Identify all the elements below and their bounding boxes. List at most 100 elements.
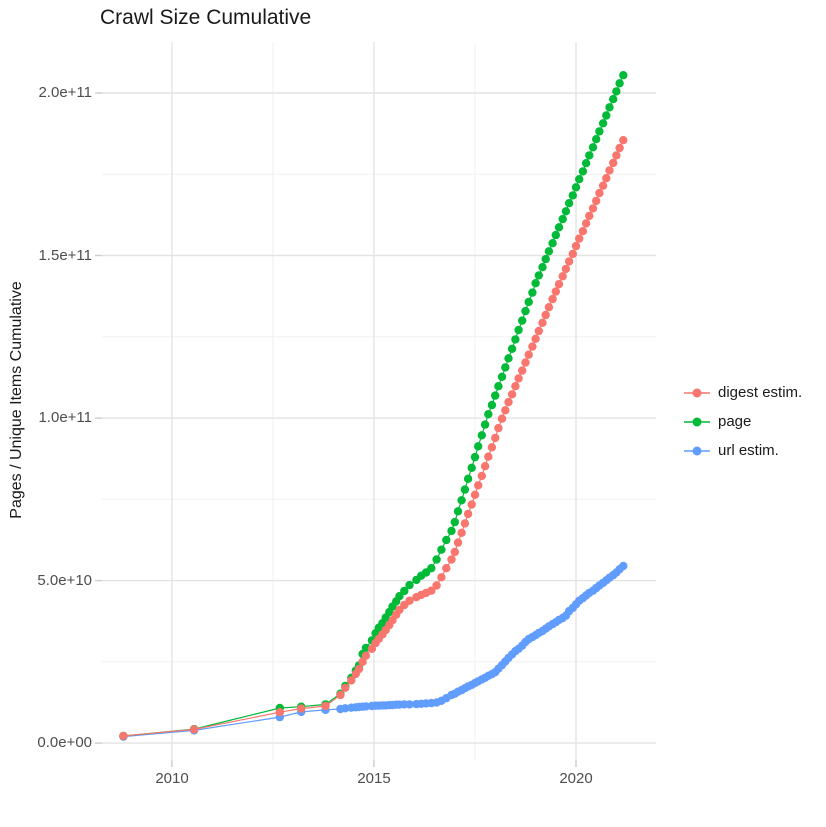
data-point [598, 181, 608, 190]
data-point [450, 547, 459, 557]
data-point [548, 294, 557, 304]
data-point [541, 254, 550, 264]
data-point [405, 700, 414, 709]
data-point [450, 517, 459, 527]
data-point [609, 158, 618, 168]
data-point [528, 288, 537, 297]
data-point [531, 334, 540, 343]
data-point [347, 676, 356, 685]
legend-label-digest-estim: digest estim. [718, 384, 803, 401]
data-point [595, 188, 604, 198]
data-point [457, 528, 466, 537]
data-point [447, 555, 456, 564]
data-point [491, 433, 500, 443]
data-point [605, 166, 614, 175]
chart-title: Crawl Size Cumulative [100, 6, 312, 29]
data-point [609, 95, 618, 104]
data-point [578, 227, 588, 236]
data-point [494, 423, 503, 433]
legend-item-digest-estim: digest estim. [682, 378, 802, 407]
data-point [447, 526, 456, 536]
legend-label-url-estim: url estim. [718, 442, 779, 459]
y-tick-label-1e11: 1.0e+11 [38, 409, 92, 426]
y-tick-label-1point5e11: 1.5e+11 [38, 247, 92, 264]
data-point [497, 414, 507, 423]
data-point [511, 335, 520, 344]
data-point [460, 519, 470, 528]
legend-key-point-line-icon [684, 446, 710, 455]
data-point [585, 151, 594, 160]
data-point [405, 596, 414, 605]
data-point [585, 211, 594, 221]
data-point [511, 382, 520, 391]
data-point [467, 463, 476, 472]
data-point [321, 701, 330, 711]
data-point [480, 420, 490, 429]
data-point [361, 702, 371, 711]
data-point [189, 725, 199, 734]
data-point [588, 204, 598, 213]
y-tick-label-5e10: 5.0e+10 [37, 572, 92, 589]
data-point [501, 363, 510, 372]
data-point [336, 690, 345, 700]
data-point [575, 234, 584, 243]
data-point [521, 358, 530, 367]
data-point [507, 390, 517, 399]
data-point [491, 391, 500, 400]
data-point [595, 127, 604, 136]
data-point [568, 191, 577, 200]
data-point [568, 249, 577, 259]
data-point [119, 731, 128, 741]
x-tick-label-2020: 2020 [559, 770, 593, 787]
data-point [400, 586, 409, 596]
data-point [544, 247, 554, 256]
data-point [297, 704, 306, 713]
data-point [571, 183, 581, 192]
legend-key-point-line-icon [684, 417, 710, 426]
data-point [581, 219, 591, 228]
data-point [442, 564, 451, 573]
data-point [467, 500, 476, 509]
legend-key-point-line-icon [684, 388, 710, 397]
data-point [544, 303, 554, 312]
data-point [457, 496, 466, 505]
data-point [605, 103, 614, 112]
data-point [619, 561, 628, 571]
data-point [578, 167, 588, 176]
data-point [612, 87, 621, 96]
data-point [602, 111, 611, 120]
data-point [524, 350, 533, 359]
data-point [437, 573, 446, 582]
data-point [432, 555, 441, 564]
data-point [275, 708, 284, 717]
data-point [554, 223, 564, 232]
data-point [497, 372, 507, 381]
data-point [564, 257, 574, 266]
data-point [581, 159, 591, 168]
data-point [463, 474, 473, 483]
data-point [354, 664, 364, 674]
data-point [551, 287, 560, 296]
data-point [518, 366, 527, 375]
data-point [474, 442, 483, 451]
y-tick-label-2e11: 2.0e+11 [38, 84, 92, 101]
data-point [521, 306, 530, 316]
data-point [548, 239, 557, 248]
x-tick-label-2010: 2010 [155, 770, 189, 787]
data-point [427, 586, 436, 595]
data-point [531, 279, 540, 288]
y-tick-label-0: 0.0e+00 [37, 734, 92, 751]
data-point [558, 272, 567, 281]
data-point [561, 264, 571, 274]
legend-label-page: page [718, 413, 752, 430]
data-point [494, 382, 503, 391]
data-point [564, 199, 574, 208]
data-point [501, 406, 510, 415]
data-point [554, 280, 564, 289]
series-digest-estim- [119, 136, 628, 741]
data-point [534, 271, 543, 280]
data-point [615, 143, 624, 153]
data-point [477, 431, 486, 440]
